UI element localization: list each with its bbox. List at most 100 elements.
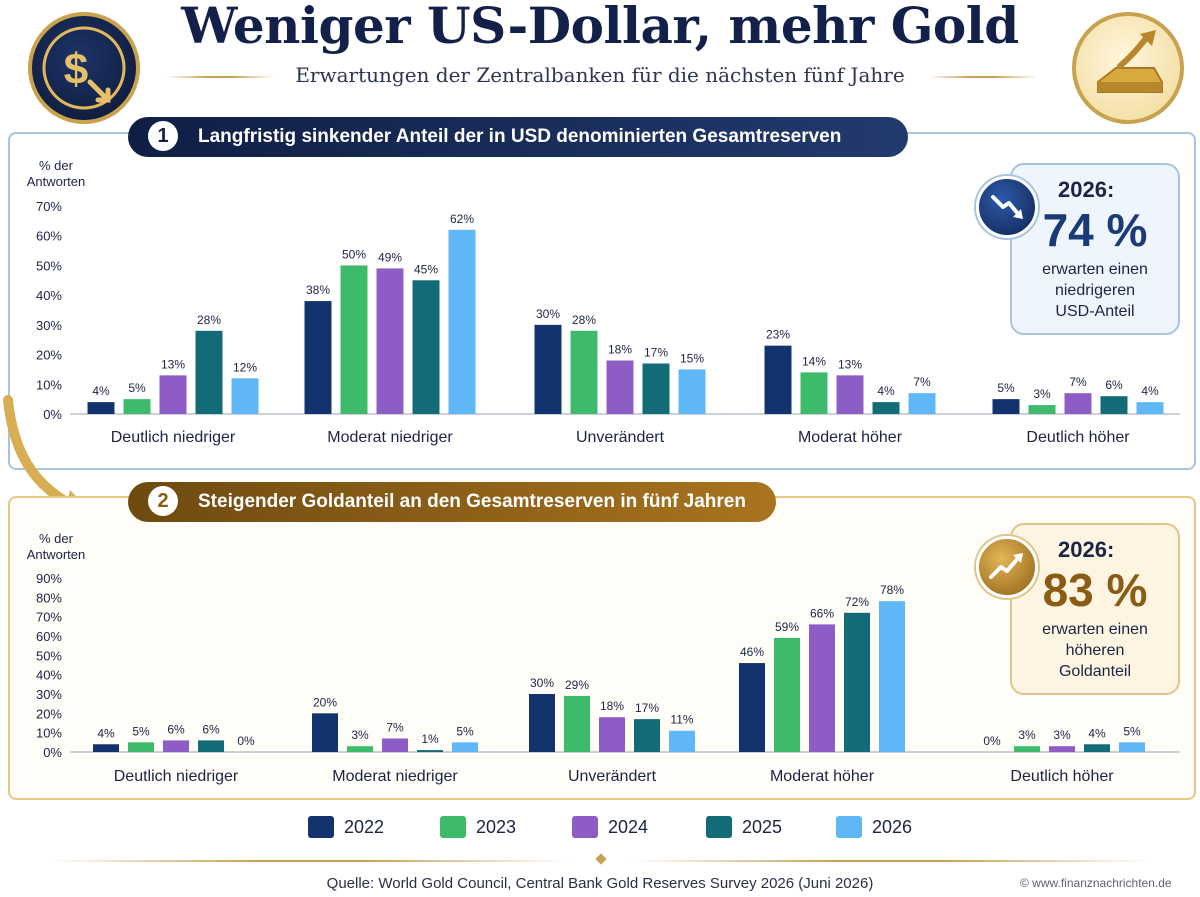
bar-2026	[231, 378, 259, 414]
bar-2026	[879, 601, 905, 752]
bar-value-label: 30%	[536, 307, 560, 321]
bar-2026	[452, 742, 478, 752]
bar-value-label: 29%	[565, 678, 589, 692]
bar-value-label: 17%	[644, 345, 668, 359]
x-category-label: Moderat niedriger	[327, 429, 453, 446]
y-tick-label: 30%	[36, 318, 62, 333]
bar-2022	[764, 345, 792, 414]
bar-value-label: 49%	[378, 250, 402, 264]
bar-2026	[448, 229, 476, 414]
bar-2026	[669, 730, 695, 752]
bar-value-label: 6%	[1105, 378, 1123, 392]
gold-callout: 2026: 83 % erwarten einen höheren Goldan…	[1010, 523, 1180, 695]
x-category-label: Deutlich höher	[1026, 429, 1130, 446]
credit-note: © www.finanznachrichten.de	[1020, 876, 1172, 890]
bar-value-label: 3%	[1018, 728, 1036, 742]
divider	[50, 860, 570, 862]
y-axis-label: % der	[39, 531, 74, 546]
page-subtitle: Erwartungen der Zentralbanken für die nä…	[295, 63, 905, 87]
bar-value-label: 3%	[1053, 728, 1071, 742]
bar-value-label: 7%	[1069, 375, 1087, 389]
bar-value-label: 4%	[877, 384, 895, 398]
section-title: Steigender Goldanteil an den Gesamtreser…	[198, 491, 746, 512]
bar-value-label: 1%	[421, 732, 439, 746]
section-gold-banner: 2 Steigender Goldanteil an den Gesamtres…	[128, 482, 776, 522]
bar-value-label: 13%	[161, 357, 185, 371]
bar-value-label: 7%	[386, 720, 404, 734]
y-tick-label: 50%	[36, 648, 62, 663]
bar-value-label: 5%	[128, 381, 146, 395]
y-tick-label: 10%	[36, 377, 62, 392]
bar-value-label: 5%	[456, 724, 474, 738]
legend-swatch	[308, 816, 334, 838]
bar-2023	[347, 746, 373, 752]
bar-value-label: 78%	[880, 583, 904, 597]
callout-text-line: erwarten einen	[1042, 621, 1148, 638]
bar-value-label: 18%	[608, 343, 632, 357]
y-axis-label: Antworten	[27, 547, 86, 562]
bar-value-label: 14%	[802, 354, 826, 368]
bar-2024	[606, 360, 634, 414]
callout-year: 2026:	[1058, 537, 1115, 562]
bar-2025	[844, 612, 870, 752]
bar-2023	[800, 372, 828, 414]
page-title: Weniger US-Dollar, mehr Gold	[181, 0, 1019, 55]
bar-value-label: 62%	[450, 212, 474, 226]
bar-value-label: 11%	[670, 713, 693, 727]
bar-2022	[312, 713, 338, 752]
bar-value-label: 18%	[600, 699, 624, 713]
callout-text: erwarten einen niedrigeren USD-Anteil	[1012, 259, 1178, 322]
bar-value-label: 0%	[983, 734, 1001, 748]
y-tick-label: 10%	[36, 726, 62, 741]
bar-2022	[93, 744, 119, 752]
bar-2025	[1100, 396, 1128, 414]
bar-2025	[195, 330, 223, 414]
bar-value-label: 4%	[1141, 384, 1159, 398]
bar-value-label: 5%	[132, 724, 150, 738]
callout-value: 83 %	[1042, 564, 1148, 616]
bar-value-label: 17%	[635, 701, 659, 715]
section-number: 1	[148, 121, 178, 151]
bar-2023	[123, 399, 151, 414]
bar-value-label: 23%	[766, 328, 790, 342]
bar-value-label: 5%	[997, 381, 1015, 395]
bar-2026	[1119, 742, 1145, 752]
bar-2022	[534, 324, 562, 414]
bar-2024	[376, 268, 404, 414]
divider	[165, 76, 275, 78]
bar-value-label: 30%	[530, 676, 554, 690]
section-usd-banner: 1 Langfristig sinkender Anteil der in US…	[128, 117, 908, 157]
bar-value-label: 3%	[351, 728, 369, 742]
callout-text-line: erwarten einen	[1042, 261, 1148, 278]
y-tick-label: 50%	[36, 258, 62, 273]
bar-2024	[599, 717, 625, 752]
bar-2026	[908, 393, 936, 414]
bar-2025	[198, 740, 224, 752]
y-tick-label: 40%	[36, 668, 62, 683]
bar-2024	[159, 375, 187, 414]
bar-value-label: 6%	[202, 722, 220, 736]
bar-2022	[529, 694, 555, 752]
callout-value: 74 %	[1042, 204, 1148, 256]
x-category-label: Moderat höher	[798, 429, 903, 446]
bar-2025	[417, 750, 443, 752]
bar-value-label: 38%	[306, 283, 330, 297]
bar-2024	[809, 624, 835, 752]
legend-label: 2026	[872, 817, 913, 837]
y-tick-label: 70%	[36, 199, 62, 214]
bar-value-label: 4%	[92, 384, 110, 398]
x-category-label: Unverändert	[568, 768, 657, 785]
bar-2026	[678, 369, 706, 414]
y-tick-label: 0%	[43, 745, 62, 760]
bar-2024	[1064, 393, 1092, 414]
section-number: 2	[148, 486, 178, 516]
legend-label: 2022	[344, 817, 385, 837]
y-axis-label: Antworten	[27, 174, 86, 189]
y-tick-label: 0%	[43, 407, 62, 422]
bar-value-label: 7%	[913, 375, 931, 389]
divider	[630, 860, 1150, 862]
bar-2022	[87, 402, 115, 414]
bar-2024	[836, 375, 864, 414]
